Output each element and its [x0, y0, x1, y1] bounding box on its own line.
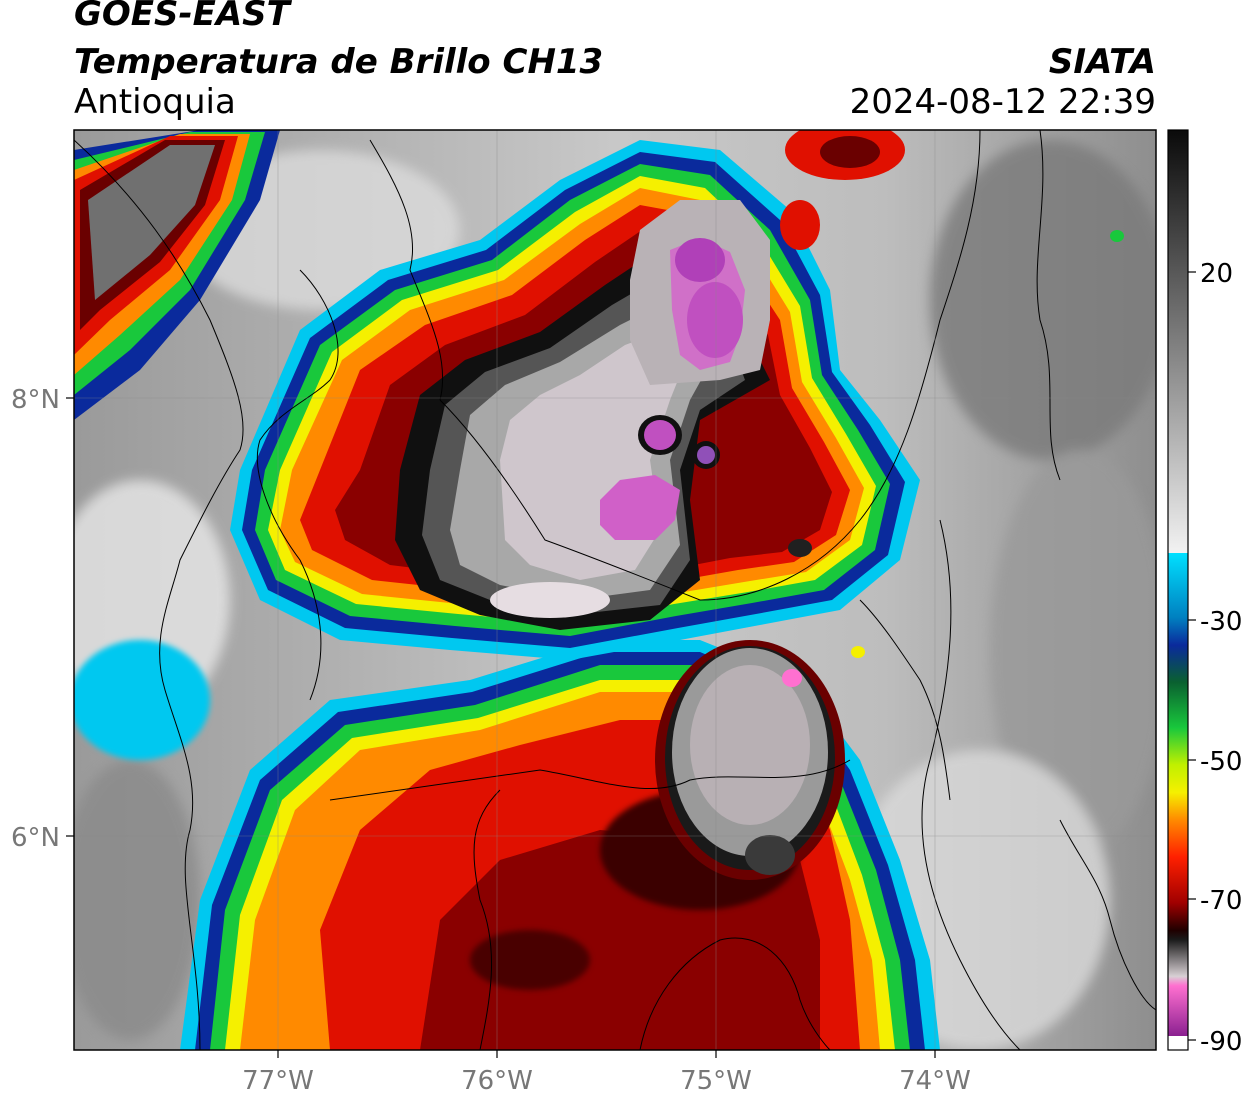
lon-tick-76w: 76°W [461, 1066, 533, 1096]
storm-cell-northeast [780, 130, 1124, 658]
graticule [74, 130, 1156, 1050]
region-label: Antioquia [74, 82, 236, 122]
lat-tick-8n: 8°N [11, 385, 60, 415]
storm-cell-southeast [655, 640, 845, 880]
axis-ticks [66, 397, 936, 1058]
colorbar-tick-neg90: -90 [1200, 1027, 1242, 1057]
colorbar: 20 -30 -50 -70 -90 [1167, 129, 1242, 1057]
colorbar-tick-neg70: -70 [1200, 886, 1242, 916]
map-frame [73, 129, 1157, 1051]
colorbar-tick-neg50: -50 [1200, 747, 1242, 777]
lon-tick-74w: 74°W [899, 1066, 971, 1096]
colorbar-tick-neg30: -30 [1200, 607, 1242, 637]
satellite-title: GOES-EAST [74, 0, 290, 34]
boundaries [74, 130, 1156, 1050]
agency-label: SIATA [1048, 42, 1156, 82]
lon-tick-77w: 77°W [242, 1066, 314, 1096]
imagery-layer [74, 130, 1156, 1050]
storm-system-north [230, 140, 920, 660]
storm-band-northwest [74, 130, 280, 420]
cyan-area-west [74, 640, 210, 760]
lat-tick-6n: 6°N [11, 823, 60, 853]
lon-tick-75w: 75°W [680, 1066, 752, 1096]
product-title: Temperatura de Brillo CH13 [74, 42, 604, 82]
colorbar-tick-20: 20 [1200, 259, 1233, 289]
datetime-label: 2024-08-12 22:39 [849, 82, 1156, 122]
